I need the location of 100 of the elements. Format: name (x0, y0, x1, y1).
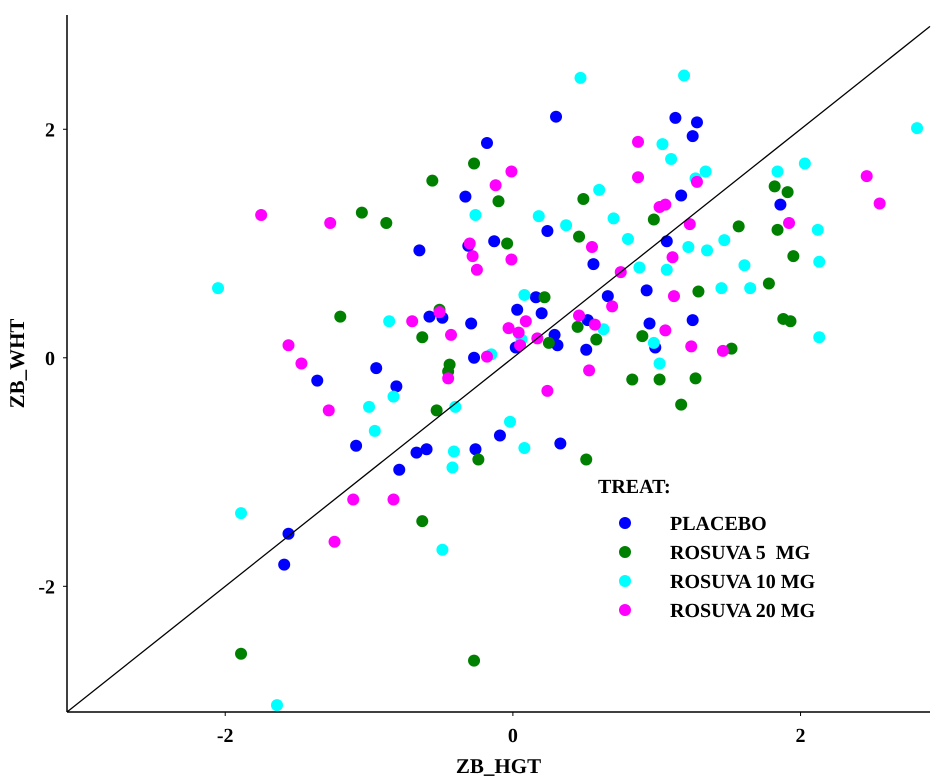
point (212, 282, 224, 294)
point (541, 224, 554, 237)
point (656, 138, 668, 150)
point (690, 372, 702, 384)
point (580, 344, 592, 356)
point (393, 464, 406, 476)
point (505, 166, 518, 178)
point (350, 440, 362, 452)
point (518, 288, 530, 301)
point (536, 307, 548, 320)
point (380, 216, 392, 229)
point (574, 72, 586, 84)
point (593, 184, 606, 196)
point (488, 235, 500, 248)
point (684, 218, 696, 230)
point (472, 453, 484, 466)
point (420, 443, 433, 456)
point (426, 174, 438, 187)
point (700, 166, 712, 178)
point (787, 250, 800, 262)
point (660, 264, 673, 276)
point (583, 364, 596, 376)
point (469, 443, 482, 456)
point (532, 210, 545, 222)
y-tick-label: 0 (45, 348, 55, 370)
point (813, 256, 826, 268)
point (675, 398, 688, 411)
point (860, 170, 873, 182)
point (682, 240, 694, 253)
legend-label: PLACEBO (670, 513, 767, 535)
point (494, 429, 506, 442)
point (383, 315, 396, 328)
point (686, 130, 699, 142)
legend-title: TREAT: (598, 476, 671, 498)
point (715, 282, 728, 294)
point (665, 152, 678, 165)
point (311, 374, 324, 387)
point (554, 437, 566, 450)
point (406, 315, 418, 328)
point (573, 230, 586, 243)
point (518, 442, 530, 454)
point (772, 166, 784, 178)
point (442, 372, 454, 384)
point (686, 314, 699, 326)
point (270, 699, 283, 712)
y-tick-label: 2 (45, 119, 55, 142)
point (434, 306, 446, 318)
point (774, 198, 786, 211)
point (572, 320, 584, 333)
point (782, 186, 794, 198)
point (490, 179, 502, 192)
point (718, 234, 730, 246)
point (430, 404, 443, 416)
point (577, 192, 590, 205)
point (504, 416, 516, 428)
point (468, 654, 480, 667)
point (678, 70, 690, 82)
point (666, 251, 679, 264)
point (762, 278, 775, 290)
point (520, 315, 532, 328)
point (235, 648, 248, 660)
point (468, 352, 480, 364)
point (573, 310, 586, 322)
point (644, 318, 656, 330)
point (390, 380, 402, 392)
point (586, 240, 598, 253)
y-tick-label: -2 (38, 576, 55, 598)
point (632, 136, 644, 148)
point (413, 244, 426, 256)
point (388, 493, 400, 506)
point (416, 331, 428, 344)
point (636, 330, 648, 342)
point (716, 344, 729, 357)
point (744, 282, 756, 294)
point (356, 206, 368, 219)
x-axis-title: ZB_HGT (456, 754, 542, 778)
point (812, 224, 824, 236)
point (466, 250, 479, 262)
point (480, 350, 493, 363)
point (588, 318, 601, 331)
point (675, 190, 688, 202)
point (659, 198, 672, 211)
point (436, 544, 448, 556)
point (648, 214, 660, 226)
point (410, 446, 423, 459)
point (669, 112, 682, 124)
point (322, 404, 335, 416)
point (587, 258, 600, 270)
point (416, 515, 428, 528)
legend-label: ROSUVA 5 MG (670, 542, 811, 564)
point (640, 284, 653, 296)
point (606, 300, 618, 312)
point (505, 254, 518, 266)
point (685, 340, 698, 352)
point (448, 445, 460, 458)
point (659, 324, 672, 336)
point (692, 286, 704, 298)
point (514, 339, 526, 352)
legend-label: ROSUVA 10 MG (670, 571, 816, 593)
point (502, 322, 515, 334)
